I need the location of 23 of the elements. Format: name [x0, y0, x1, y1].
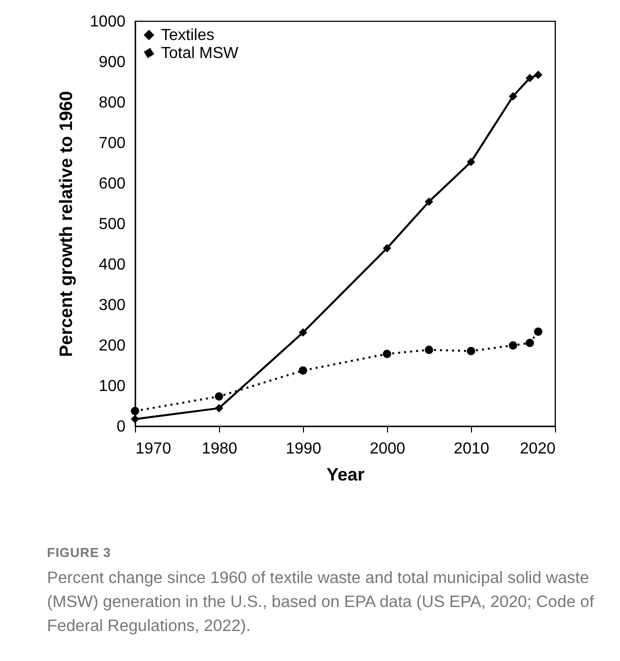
y-tick-label: 900: [98, 54, 126, 71]
y-tick-label: 700: [98, 135, 126, 152]
y-tick-label: 600: [98, 176, 126, 192]
x-tick-label: 1980: [202, 440, 238, 458]
caption: FIGURE 3: [47, 545, 112, 560]
x-axis-title: Year: [326, 464, 365, 484]
y-axis-title: Percent growth relative to 1960: [56, 90, 76, 358]
x-tick-label: 2010: [454, 440, 490, 458]
y-tick-label: 1000: [90, 14, 126, 30]
x-tick-label: 1970: [136, 440, 172, 458]
y-tick-label: 500: [98, 216, 126, 233]
x-tick-label: 1990: [286, 440, 322, 458]
y-tick-label: 400: [98, 256, 126, 274]
legend-label: Textiles: [161, 27, 214, 44]
y-tick-label: 800: [98, 94, 126, 112]
x-tick-label: 2000: [370, 440, 406, 458]
y-tick-label: 100: [98, 378, 126, 395]
x-tick-label: 2020: [520, 440, 556, 458]
y-tick-label: 200: [98, 338, 126, 354]
y-tick-label: 0: [116, 418, 126, 436]
y-tick-label: 300: [98, 297, 126, 314]
text: Percent change since 1960 of textile waste and total municipal solid waste (MSW) generation in the U.S., based on EPA data (US EPA, 2020; Code of Federal Regulations, 2022).: [47, 568, 595, 637]
legend-label: Total MSW: [161, 45, 240, 62]
